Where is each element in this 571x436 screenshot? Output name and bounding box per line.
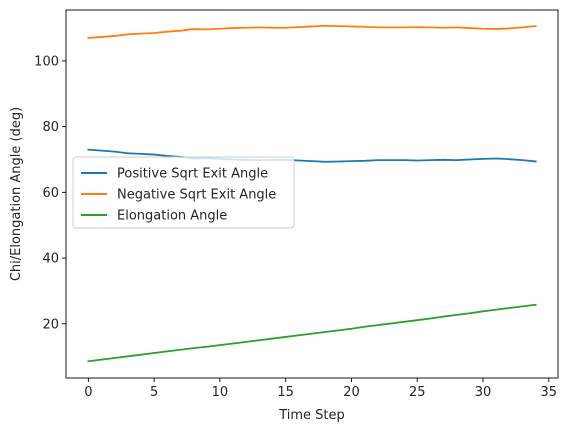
x-tick-label: 10: [212, 385, 229, 400]
legend-label-elongation: Elongation Angle: [117, 209, 227, 224]
y-tick-label: 40: [42, 252, 59, 267]
x-tick-label: 0: [84, 385, 92, 400]
x-axis-label: Time Step: [278, 408, 345, 423]
y-axis-label: Chi/Elongation Angle (deg): [9, 107, 24, 281]
x-tick-label: 30: [475, 385, 492, 400]
series-line-elongation: [87, 303, 537, 363]
y-tick-label: 20: [42, 317, 59, 332]
y-tick-label: 80: [42, 120, 59, 135]
x-tick-label: 25: [409, 385, 426, 400]
x-tick-label: 20: [343, 385, 360, 400]
series-line-positive: [87, 148, 537, 163]
series-line-negative: [87, 24, 537, 39]
series-layer: [87, 24, 537, 363]
plot-area-frame: [65, 9, 559, 379]
y-tick-label: 60: [42, 186, 59, 201]
x-tick-label: 15: [277, 385, 294, 400]
x-tick-label: 5: [150, 385, 158, 400]
legend-label-positive: Positive Sqrt Exit Angle: [117, 167, 268, 182]
x-tick-label: 35: [541, 385, 558, 400]
legend-box: [72, 156, 295, 229]
x-axis-ticks: 0 5 10 15 20 25 30 35: [84, 378, 557, 400]
y-axis-ticks: 20 40 60 80 100: [34, 54, 66, 332]
legend: Positive Sqrt Exit Angle Negative Sqrt E…: [72, 156, 295, 229]
y-tick-label: 100: [34, 54, 59, 69]
legend-label-negative: Negative Sqrt Exit Angle: [117, 188, 276, 203]
